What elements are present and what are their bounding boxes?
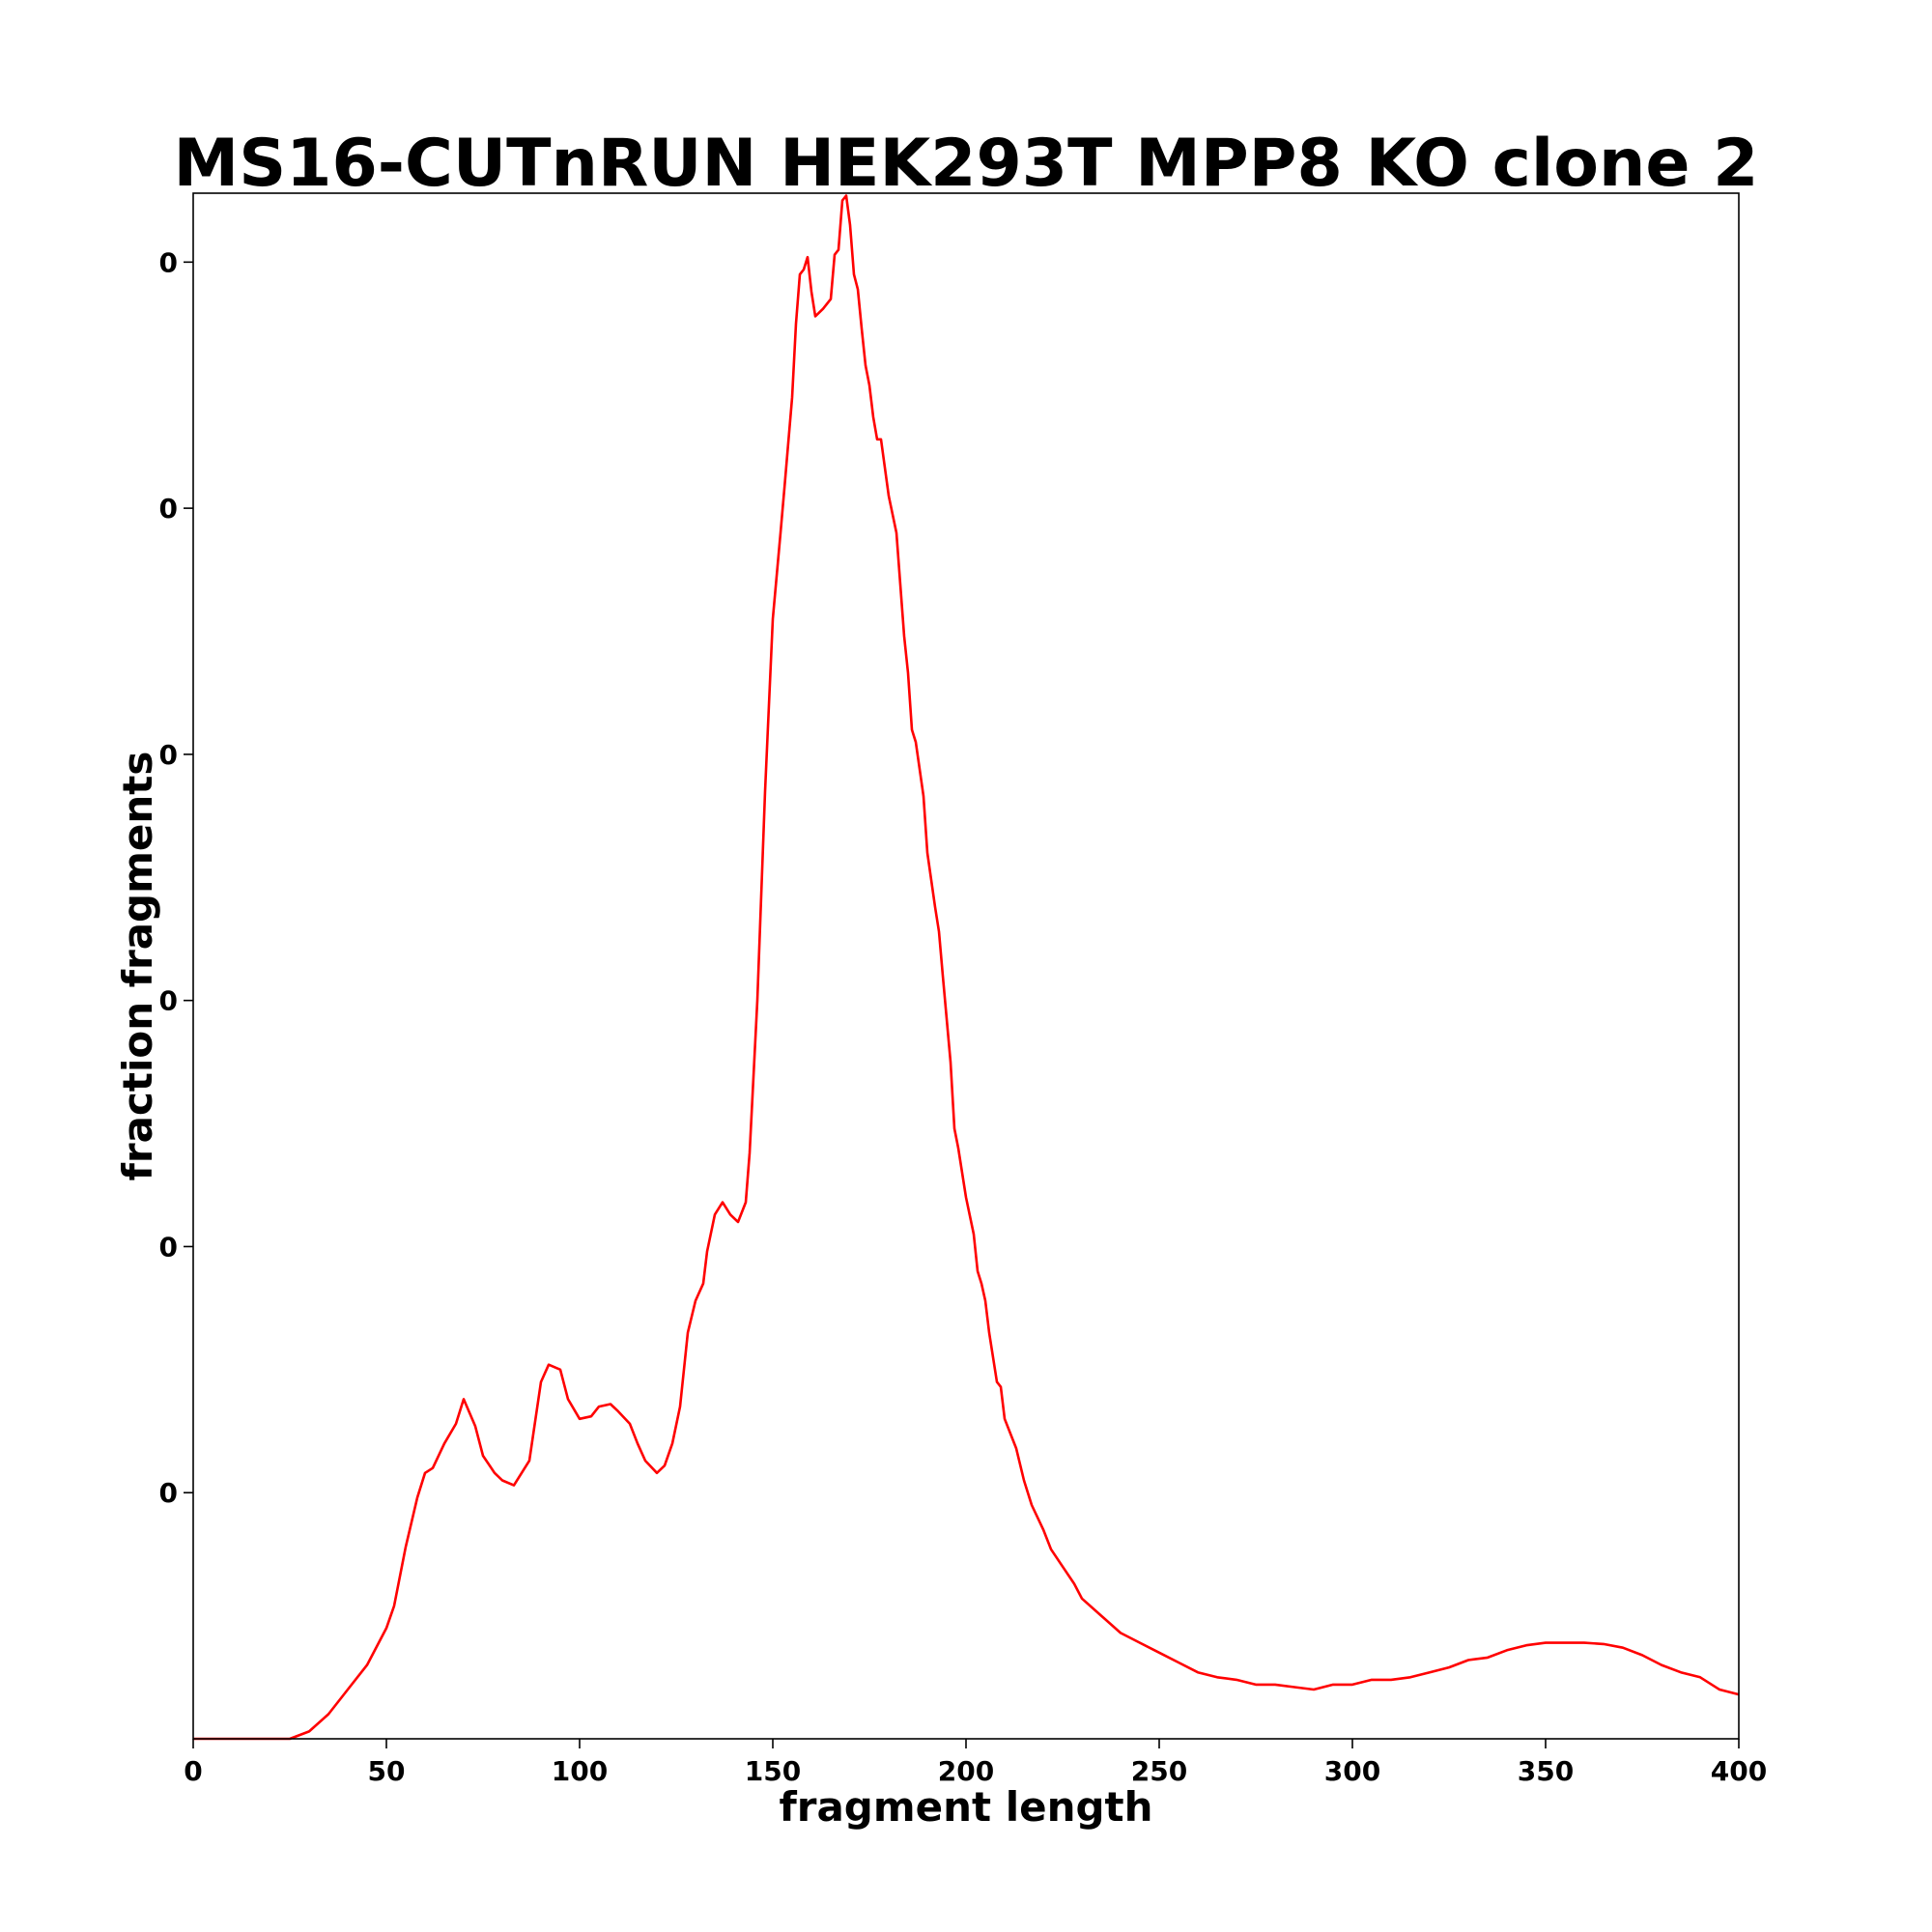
x-tick-label: 50 <box>368 1755 406 1787</box>
x-tick-label: 0 <box>184 1755 202 1787</box>
y-tick-label: 0 <box>159 1477 178 1509</box>
series-line <box>193 194 1740 1741</box>
plot-area <box>193 194 1740 1741</box>
y-tick-label: 0 <box>159 246 178 278</box>
y-tick-label: 0 <box>159 985 178 1017</box>
x-tick-label: 400 <box>1711 1755 1767 1787</box>
x-tick-label: 200 <box>938 1755 994 1787</box>
axes-frame <box>192 192 1740 1740</box>
x-tick-label: 250 <box>1131 1755 1187 1787</box>
x-tick-label: 150 <box>745 1755 801 1787</box>
y-tick-label: 0 <box>159 493 178 525</box>
chart-title: MS16-CUTnRUN HEK293T MPP8 KO clone 2 <box>174 126 1759 202</box>
y-tick-label: 0 <box>159 739 178 771</box>
x-tick-label: 350 <box>1518 1755 1574 1787</box>
x-axis-label: fragment length <box>779 1783 1152 1831</box>
y-tick-label: 0 <box>159 1231 178 1263</box>
y-axis-label: fraction fragments <box>114 752 161 1181</box>
x-tick-label: 300 <box>1324 1755 1380 1787</box>
y-axis: 0 0 0 0 0 0 <box>159 246 193 1509</box>
x-axis: 0 50 100 150 200 250 300 350 400 <box>184 1739 1767 1787</box>
x-tick-label: 100 <box>552 1755 608 1787</box>
